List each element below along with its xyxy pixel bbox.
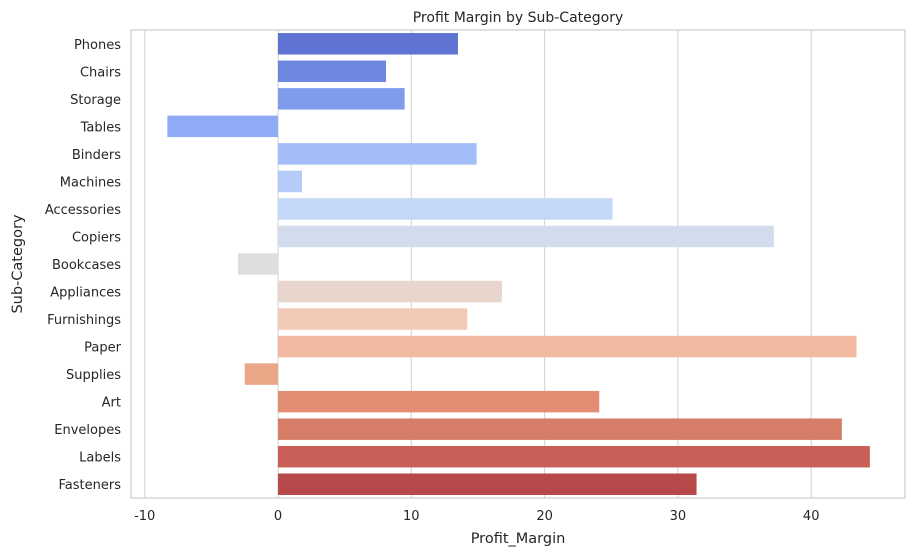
y-tick-label: Art [102, 396, 121, 411]
y-tick-label: Fasteners [59, 478, 122, 493]
x-tick-label: -10 [134, 509, 155, 524]
bar-bookcases [238, 253, 278, 275]
y-tick-label: Copiers [72, 230, 121, 245]
x-tick-label: 20 [536, 509, 553, 524]
bar-fasteners [278, 473, 697, 495]
y-tick-label: Supplies [66, 368, 121, 383]
x-tick-label: 10 [403, 509, 420, 524]
y-tick-label: Bookcases [52, 258, 121, 273]
y-tick-label: Machines [60, 175, 121, 190]
y-tick-label: Accessories [45, 203, 121, 218]
bar-copiers [278, 225, 774, 248]
bar-supplies [244, 363, 278, 385]
bar-accessories [278, 198, 613, 220]
bar-labels [278, 445, 870, 468]
bar-machines [278, 170, 302, 193]
bar-appliances [278, 280, 502, 303]
y-tick-label: Phones [74, 38, 121, 53]
x-tick-labels: -10 0 10 20 30 40 [134, 509, 819, 524]
x-tick-label: 0 [274, 509, 282, 524]
x-axis-label: Profit_Margin [471, 531, 566, 547]
y-tick-label: Labels [79, 451, 121, 466]
bar-storage [278, 88, 405, 110]
plot-frame [130, 29, 906, 499]
bar-tables [167, 115, 278, 138]
y-tick-labels: Phones Chairs Storage Tables Binders Machines… [45, 38, 122, 493]
bar-furnishings [278, 308, 468, 330]
x-tick-label: 40 [803, 509, 820, 524]
bars [167, 33, 870, 495]
chart-title: Profit Margin by Sub-Category [413, 10, 624, 26]
bar-chairs [278, 60, 386, 83]
bar-envelopes [278, 418, 842, 440]
bar-phones [278, 33, 458, 55]
y-tick-label: Binders [72, 148, 121, 163]
y-tick-label: Chairs [80, 65, 121, 80]
y-axis-label: Sub-Category [10, 214, 26, 313]
y-tick-label: Furnishings [47, 313, 121, 328]
y-tick-label: Paper [84, 341, 121, 356]
y-tick-label: Tables [80, 120, 122, 135]
bar-paper [278, 335, 857, 358]
y-tick-label: Envelopes [54, 423, 121, 438]
y-tick-label: Storage [70, 93, 121, 108]
bar-art [278, 390, 600, 413]
y-tick-label: Appliances [50, 286, 121, 301]
x-tick-label: 30 [670, 509, 687, 524]
bar-binders [278, 143, 477, 165]
